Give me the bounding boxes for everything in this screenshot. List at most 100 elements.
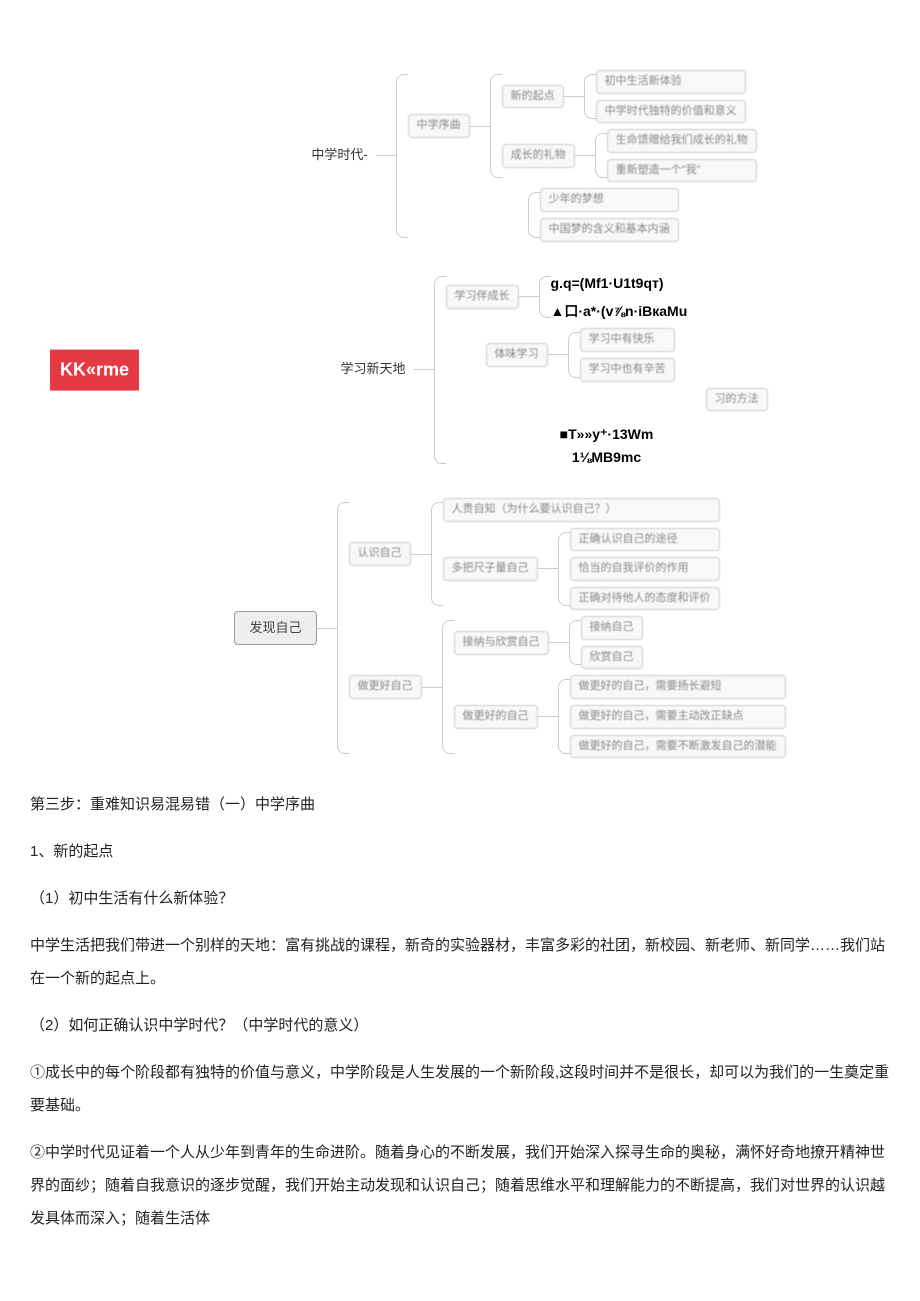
mm2-b0: 学习伴成长 g.q=(Mf1·U1t9qт) ▲口·a*·(v⅞n·iBкaMu (446, 272, 768, 323)
connector (549, 642, 569, 643)
bracket (568, 332, 580, 377)
leaf: 恰当的自我评价的作用 (570, 557, 720, 581)
mm3-b0-c1: 多把尺子量自己 正确认识自己的途径 恰当的自我评价的作用 正确对待他人的态度和评… (443, 528, 720, 611)
mm3-root: 发现自己 认识自己 人贵自知（为什么要认识自己？） 多把尺子量自己 (234, 498, 785, 758)
leaf: 接纳自己 (581, 616, 643, 640)
mindmap-2: KK«rme 学习新天地 学习伴成长 g.q=(Mf1·U1t9qт) ▲口·a… (30, 272, 890, 468)
connector (519, 296, 539, 297)
question-2: （2）如何正确认识中学时代？（中学时代的意义） (30, 1009, 890, 1042)
mm2-root-label: 学习新天地 (332, 355, 413, 384)
leaf: 做更好的自己，需要扬长避短 (570, 675, 786, 699)
mindmap-1-tree: 中学时代- 中学序曲 新的起点 初中生活新体验 (170, 70, 890, 242)
heading-1: 1、新的起点 (30, 835, 890, 868)
leaf: 做更好的自己，需要主动改正缺点 (570, 705, 786, 729)
mm1-b0-c1: 成长的礼物 生命馈赠给我们成长的礼物 重新塑造一个"我" (502, 129, 757, 182)
bracket (558, 532, 570, 607)
mindmap-1: 中学时代- 中学序曲 新的起点 初中生活新体验 (30, 70, 890, 242)
node-label: 认识自己 (349, 542, 411, 566)
garble-text: g.q=(Mf1·U1t9qт) (551, 272, 688, 294)
leaf: 正确认识自己的途径 (570, 528, 720, 552)
leaf: 学习中有快乐 (580, 328, 675, 352)
bracket (434, 276, 446, 464)
leaf: 初中生活新体验 (596, 70, 746, 94)
bracket (569, 620, 581, 665)
garble-text: ■T»»y⁺·13Wm (560, 426, 654, 442)
leaves: 正确认识自己的途径 恰当的自我评价的作用 正确对待他人的态度和评价 (570, 528, 720, 611)
bracket (337, 502, 349, 754)
mm3-root-label: 发现自己 (234, 611, 316, 646)
node-label: 体味学习 (486, 343, 548, 367)
leaf: 中国梦的含义和基本内涵 (540, 218, 679, 242)
connector (538, 568, 558, 569)
paragraph-1: 中学生活把我们带进一个别样的天地：富有挑战的课程，新奇的实验器材，丰富多彩的社团… (30, 929, 890, 995)
node-label: 新的起点 (502, 85, 564, 109)
body-text: 第三步：重难知识易混易错（一）中学序曲 1、新的起点 （1）初中生活有什么新体验… (30, 788, 890, 1235)
leaves: 初中生活新体验 中学时代独特的价值和意义 (596, 70, 746, 123)
mm3-b0: 认识自己 人贵自知（为什么要认识自己？） 多把尺子量自己 正确认识自己的途径 恰… (349, 498, 786, 610)
mm1-branch-1: 少年的梦想 中国梦的含义和基本内涵 (408, 188, 757, 241)
connector (538, 716, 558, 717)
connector (317, 628, 337, 629)
leaf: 正确对待他人的态度和评价 (570, 587, 720, 611)
mm1-b0-children: 新的起点 初中生活新体验 中学时代独特的价值和意义 成长的礼物 (502, 70, 757, 182)
leaf: 学习中也有辛苦 (580, 358, 675, 382)
mm1-b0-label: 中学序曲 (408, 114, 470, 138)
garble-bottom: ■T»»y⁺·13Wm 1⅛MB9mc (446, 423, 768, 468)
mindmap-3: 发现自己 认识自己 人贵自知（为什么要认识自己？） 多把尺子量自己 (30, 498, 890, 758)
connector (548, 354, 568, 355)
node-label: 多把尺子量自己 (443, 557, 538, 581)
mm2-root: 学习新天地 学习伴成长 g.q=(Mf1·U1t9qт) ▲口·a*·(v⅞n·… (332, 272, 767, 468)
mm1-branch-0: 中学序曲 新的起点 初中生活新体验 中学时代独特的价值和意义 (408, 70, 757, 182)
mindmap-3-tree: 发现自己 认识自己 人贵自知（为什么要认识自己？） 多把尺子量自己 (130, 498, 890, 758)
garble-text: ▲口·a*·(v⅞n·iBкaMu (551, 300, 688, 322)
mm3-b1-c0: 接纳与欣赏自己 接纳自己 欣赏自己 (454, 616, 786, 669)
paragraph-2: ①成长中的每个阶段都有独特的价值与意义，中学阶段是人生发展的一个新阶段,这段时间… (30, 1056, 890, 1122)
leaf: 做更好的自己，需要不断激发自己的潜能 (570, 735, 786, 759)
leaves: 学习中有快乐 学习中也有辛苦 (580, 328, 675, 381)
leaf: 少年的梦想 (540, 188, 679, 212)
bracket (584, 74, 596, 119)
mm1-b0-c0: 新的起点 初中生活新体验 中学时代独特的价值和意义 (502, 70, 757, 123)
node-label: 做更好自己 (349, 675, 422, 699)
bracket (539, 276, 551, 319)
mm2-b1: 体味学习 学习中有快乐 学习中也有辛苦 (446, 328, 768, 381)
leaves: 生命馈赠给我们成长的礼物 重新塑造一个"我" (607, 129, 757, 182)
mm3-b0-children: 人贵自知（为什么要认识自己？） 多把尺子量自己 正确认识自己的途径 恰当的自我评… (443, 498, 720, 610)
node-label: 接纳与欣赏自己 (454, 631, 549, 655)
connector (575, 155, 595, 156)
mm1-root: 中学时代- 中学序曲 新的起点 初中生活新体验 (303, 70, 756, 242)
mm3-b1: 做更好自己 接纳与欣赏自己 接纳自己 欣赏自己 (349, 616, 786, 758)
bracket (442, 620, 454, 754)
node-label: 做更好的自己 (454, 705, 538, 729)
bracket (431, 502, 443, 606)
leaf: 重新塑造一个"我" (607, 159, 757, 183)
paragraph-3: ②中学时代见证着一个人从少年到青年的生命进阶。随着身心的不断发展，我们开始深入探… (30, 1136, 890, 1235)
bracket (490, 74, 502, 178)
connector (564, 96, 584, 97)
bracket (396, 74, 408, 238)
mindmap-2-tree: 学习新天地 学习伴成长 g.q=(Mf1·U1t9qт) ▲口·a*·(v⅞n·… (210, 272, 890, 468)
mm1-root-label: 中学时代- (303, 141, 375, 170)
mm2-branches: 学习伴成长 g.q=(Mf1·U1t9qт) ▲口·a*·(v⅞n·iBкaMu… (446, 272, 768, 468)
mm1-b1-leaves: 少年的梦想 中国梦的含义和基本内涵 (540, 188, 679, 241)
leaves: 做更好的自己，需要扬长避短 做更好的自己，需要主动改正缺点 做更好的自己，需要不… (570, 675, 786, 758)
connector (470, 126, 490, 127)
mm3-b1-children: 接纳与欣赏自己 接纳自己 欣赏自己 做更好的自己 (454, 616, 786, 758)
question-1: （1）初中生活有什么新体验？ (30, 882, 890, 915)
connector (411, 554, 431, 555)
leaf: 习的方法 (706, 388, 768, 412)
mm3-branches: 认识自己 人贵自知（为什么要认识自己？） 多把尺子量自己 正确认识自己的途径 恰… (349, 498, 786, 758)
connector (422, 687, 442, 688)
step3-title: 第三步：重难知识易混易错（一）中学序曲 (30, 788, 890, 821)
garble-group: g.q=(Mf1·U1t9qт) ▲口·a*·(v⅞n·iBкaMu (551, 272, 688, 323)
leaf: 中学时代独特的价值和意义 (596, 100, 746, 124)
bracket (528, 192, 540, 237)
garble-text: 1⅛MB9mc (572, 449, 641, 465)
mm3-b1-c1: 做更好的自己 做更好的自己，需要扬长避短 做更好的自己，需要主动改正缺点 做更好… (454, 675, 786, 758)
leaves: 接纳自己 欣赏自己 (581, 616, 643, 669)
leaf: 人贵自知（为什么要认识自己？） (443, 498, 720, 522)
connector (414, 369, 434, 370)
leaf: 欣赏自己 (581, 646, 643, 670)
bracket (595, 133, 607, 178)
node-label: 成长的礼物 (502, 144, 575, 168)
